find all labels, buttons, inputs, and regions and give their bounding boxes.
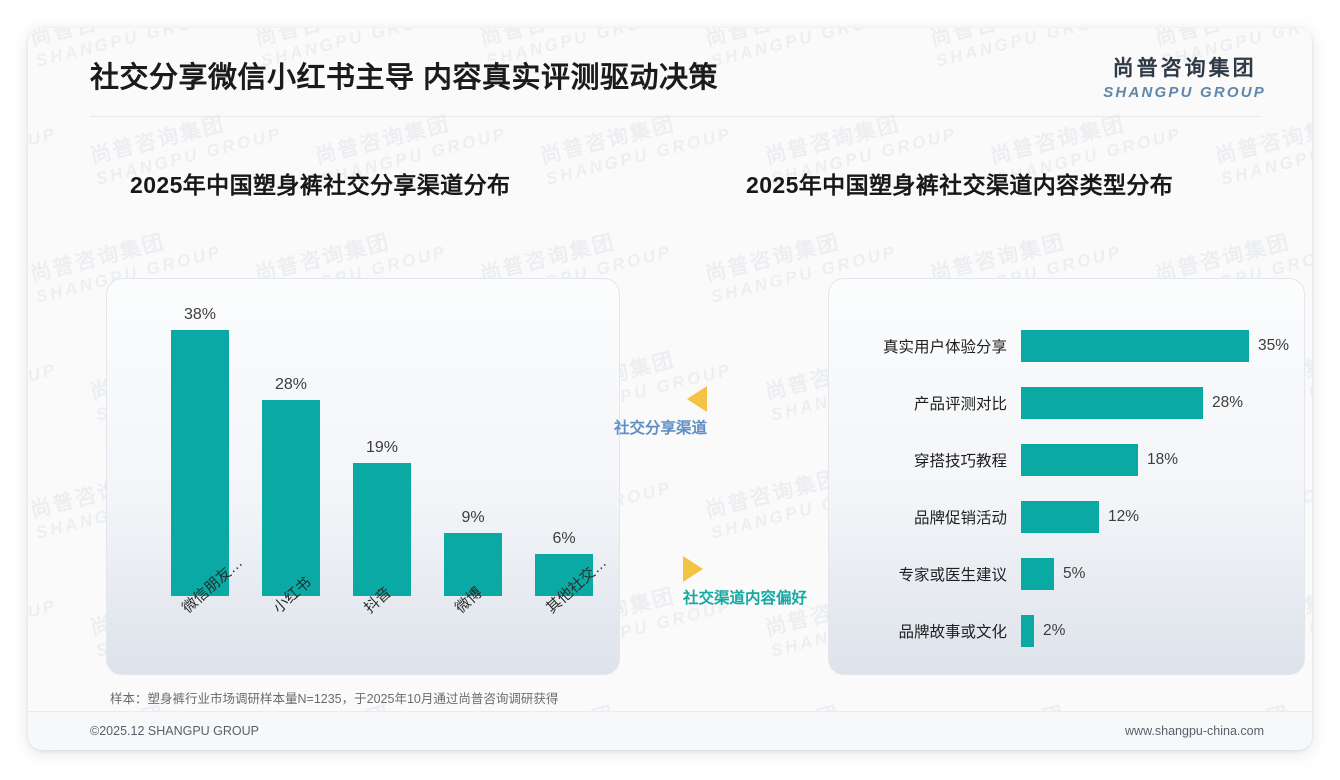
triangle-left-icon xyxy=(687,386,708,412)
annotation-content-preference-label: 社交渠道内容偏好 xyxy=(683,590,808,607)
brand-logo-en: SHANGPU GROUP xyxy=(1103,84,1266,101)
bar-row: 品牌故事或文化 2% xyxy=(829,614,1304,648)
chart-card-channels: 38% 微信朋友… 28% 小红书 19% 抖音 9% 微博 6% 其他社交… xyxy=(106,278,620,675)
footer-copyright: ©2025.12 SHANGPU GROUP xyxy=(90,724,259,738)
chart-title-right: 2025年中国塑身裤社交渠道内容类型分布 xyxy=(746,172,1174,198)
slide-header: 社交分享微信小红书主导 内容真实评测驱动决策 尚普咨询集团 SHANGPU GR… xyxy=(28,28,1312,118)
bar xyxy=(353,463,411,596)
footer-divider xyxy=(28,711,1312,712)
chart-title-left: 2025年中国塑身裤社交分享渠道分布 xyxy=(130,172,511,198)
brand-logo-cn: 尚普咨询集团 xyxy=(1112,57,1257,80)
bar-value-label: 28% xyxy=(1212,394,1244,411)
horizontal-bar-chart: 真实用户体验分享 35% 产品评测对比 28% 穿搭技巧教程 18% 品牌促销活动 12% 专家… xyxy=(829,279,1304,674)
bar-value-label: 38% xyxy=(183,306,217,323)
bar xyxy=(1021,330,1249,362)
bar-row: 真实用户体验分享 35% xyxy=(829,329,1304,363)
chart-card-content-types: 真实用户体验分享 35% 产品评测对比 28% 穿搭技巧教程 18% 品牌促销活动 12% 专家… xyxy=(828,278,1305,675)
bar-value-label: 12% xyxy=(1108,508,1140,525)
bar-value-label: 19% xyxy=(365,439,399,456)
bar-column: 28% 小红书 xyxy=(262,376,320,617)
slide-footer: ©2025.12 SHANGPU GROUP www.shangpu-china… xyxy=(28,712,1312,750)
footer-website[interactable]: www.shangpu-china.com xyxy=(1125,724,1264,738)
vertical-bar-chart: 38% 微信朋友… 28% 小红书 19% 抖音 9% 微博 6% 其他社交… xyxy=(107,279,619,674)
bar-value-label: 9% xyxy=(461,509,485,526)
bar-row: 产品评测对比 28% xyxy=(829,386,1304,420)
bar xyxy=(1021,558,1054,590)
bar-row: 穿搭技巧教程 18% xyxy=(829,443,1304,477)
brand-logo: 尚普咨询集团 SHANGPU GROUP xyxy=(1103,52,1266,101)
bar-value-label: 35% xyxy=(1258,337,1290,354)
header-divider xyxy=(90,116,1260,117)
bar-value-label: 2% xyxy=(1043,622,1066,639)
page-title: 社交分享微信小红书主导 内容真实评测驱动决策 xyxy=(90,62,719,94)
bar xyxy=(1021,387,1203,419)
sample-footnote: 样本：塑身裤行业市场调研样本量N=1235，于2025年10月通过尚普咨询调研获… xyxy=(110,692,559,706)
bar-category-label: 品牌促销活动 xyxy=(913,510,1007,527)
triangle-right-icon xyxy=(683,556,703,582)
bar xyxy=(1021,444,1138,476)
bar-column: 9% 微博 xyxy=(444,509,502,617)
annotation-social-channel: 社交分享渠道 xyxy=(614,386,708,438)
bar-category-label: 专家或医生建议 xyxy=(898,567,1007,584)
bar xyxy=(535,554,593,596)
bar-value-label: 6% xyxy=(552,530,576,547)
annotation-content-preference: 社交渠道内容偏好 xyxy=(683,556,807,608)
bar-category-label: 穿搭技巧教程 xyxy=(913,453,1007,470)
bar-category-label: 真实用户体验分享 xyxy=(882,339,1007,356)
bar-column: 38% 微信朋友… xyxy=(171,306,246,617)
bar-column: 19% 抖音 xyxy=(353,439,411,617)
bar-value-label: 18% xyxy=(1147,451,1179,468)
bar-row: 专家或医生建议 5% xyxy=(829,557,1304,591)
bar-category-label: 品牌故事或文化 xyxy=(898,624,1007,641)
bar xyxy=(171,330,229,596)
bar xyxy=(1021,615,1034,647)
bar xyxy=(1021,501,1099,533)
bar-value-label: 5% xyxy=(1063,565,1086,582)
bar xyxy=(262,400,320,596)
bar xyxy=(444,533,502,596)
annotation-social-channel-label: 社交分享渠道 xyxy=(614,420,708,437)
bar-value-label: 28% xyxy=(274,376,308,393)
bar-row: 品牌促销活动 12% xyxy=(829,500,1304,534)
bar-column: 6% 其他社交… xyxy=(535,530,610,617)
bar-category-label: 产品评测对比 xyxy=(913,396,1007,413)
